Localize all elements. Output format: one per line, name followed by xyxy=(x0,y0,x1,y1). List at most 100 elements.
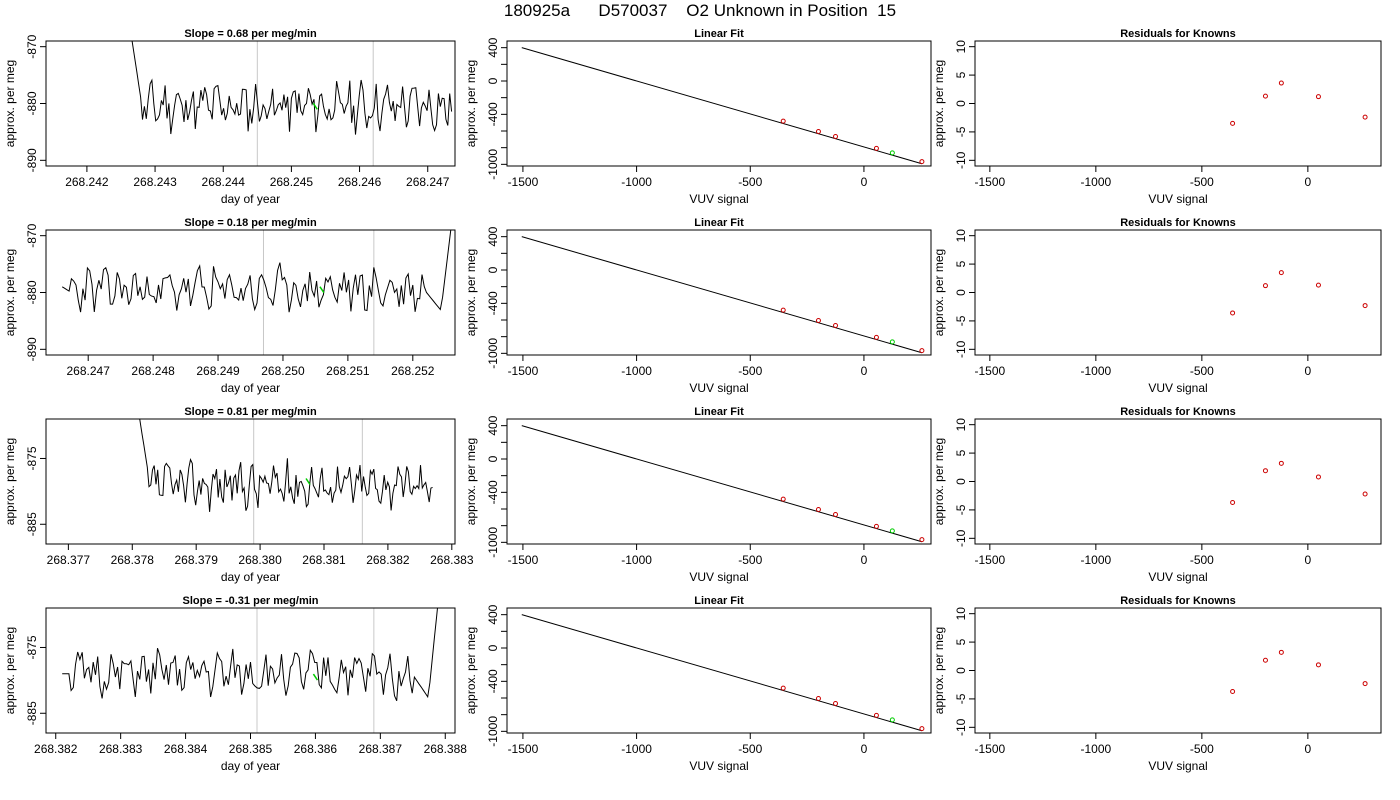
x-tick-label: -500 xyxy=(738,175,762,189)
y-axis-label: approx. per meg xyxy=(464,627,478,714)
x-tick-label: 268.379 xyxy=(174,553,218,567)
x-tick-label: 268.377 xyxy=(47,553,91,567)
series-line xyxy=(62,608,438,701)
plot-frame xyxy=(506,607,932,734)
x-tick-label: -1000 xyxy=(1080,742,1111,756)
y-tick-label: -890 xyxy=(25,337,39,361)
plot-frame xyxy=(974,229,1382,356)
x-tick-label: 0 xyxy=(1305,175,1312,189)
y-axis-label: approx. per meg xyxy=(932,627,946,714)
x-tick-label: 268.242 xyxy=(65,175,109,189)
y-tick-label: -870 xyxy=(25,34,39,58)
plot-frame xyxy=(974,418,1382,545)
page-title: 180925a D570037 O2 Unknown in Position 1… xyxy=(503,1,897,20)
x-tick-label: 0 xyxy=(861,364,868,378)
residual-point xyxy=(1362,491,1368,497)
panel-title: Residuals for Knowns xyxy=(1120,28,1236,40)
known-point xyxy=(780,307,786,313)
x-tick-label: 268.387 xyxy=(359,742,403,756)
x-tick-label: 268.386 xyxy=(294,742,338,756)
y-axis-label: approx. per meg xyxy=(464,60,478,147)
known-point xyxy=(815,129,821,134)
x-tick-label: 268.380 xyxy=(238,553,282,567)
panel-title: Linear Fit xyxy=(694,595,744,607)
panel-title: Linear Fit xyxy=(694,28,744,40)
y-tick-label: 0 xyxy=(486,77,500,84)
y-tick-label: -10 xyxy=(954,340,968,358)
x-axis-label: VUV signal xyxy=(689,192,748,206)
x-tick-label: 268.383 xyxy=(99,742,143,756)
y-tick-label: -400 xyxy=(486,480,500,504)
x-tick-label: -500 xyxy=(738,364,762,378)
x-tick-label: 0 xyxy=(1305,364,1312,378)
panel-fit-2: Linear Fit VUV signal approx. per meg -1500… xyxy=(464,217,932,395)
x-tick-label: 268.383 xyxy=(430,553,474,567)
y-tick-label: -880 xyxy=(25,91,39,115)
unknown-point xyxy=(889,528,895,534)
y-axis-label: approx. per meg xyxy=(3,60,17,147)
x-tick-label: -500 xyxy=(1190,175,1214,189)
y-tick-label: 10 xyxy=(954,607,968,621)
unknown-segment xyxy=(312,673,319,681)
panel-title: Residuals for Knowns xyxy=(1120,217,1236,229)
y-axis-label: approx. per meg xyxy=(464,438,478,525)
plot-frame xyxy=(45,607,456,734)
residual-point xyxy=(1362,303,1368,309)
x-tick-label: 0 xyxy=(861,742,868,756)
known-point xyxy=(780,118,786,124)
y-tick-label: 0 xyxy=(486,644,500,651)
panel-title: Linear Fit xyxy=(694,406,744,418)
y-tick-label: 0 xyxy=(486,455,500,462)
x-tick-label: -1500 xyxy=(974,175,1005,189)
x-axis-label: day of year xyxy=(221,759,280,773)
y-axis-label: approx. per meg xyxy=(932,60,946,147)
panel-drift-3: Slope = 0.81 per meg/min day of year appro… xyxy=(3,406,474,584)
y-tick-label: -5 xyxy=(954,504,968,515)
residual-point xyxy=(1315,662,1321,668)
x-tick-label: -1000 xyxy=(621,175,652,189)
x-tick-label: -1500 xyxy=(508,553,539,567)
x-tick-label: -1000 xyxy=(621,364,652,378)
x-tick-label: -500 xyxy=(1190,553,1214,567)
y-tick-label: 0 xyxy=(954,478,968,485)
x-axis-label: VUV signal xyxy=(1148,759,1207,773)
residual-point xyxy=(1230,310,1236,316)
y-tick-label: -885 xyxy=(25,701,39,725)
series-line xyxy=(139,419,433,512)
panel-drift-2: Slope = 0.18 per meg/min day of year appro… xyxy=(3,217,456,395)
residual-point xyxy=(1230,120,1236,126)
panel-fit-1: Linear Fit VUV signal approx. per meg -1500… xyxy=(464,28,932,206)
x-tick-label: -1500 xyxy=(974,742,1005,756)
x-tick-label: -1000 xyxy=(621,742,652,756)
panel-title: Slope = -0.31 per meg/min xyxy=(182,595,318,607)
known-point xyxy=(815,696,821,701)
x-tick-label: -500 xyxy=(1190,364,1214,378)
y-tick-label: -1000 xyxy=(486,338,500,369)
y-tick-label: -1000 xyxy=(486,716,500,747)
residual-point xyxy=(1278,270,1284,276)
residual-point xyxy=(1278,80,1284,86)
plot-frame xyxy=(506,40,932,167)
x-tick-label: -1500 xyxy=(508,364,539,378)
y-tick-label: -875 xyxy=(25,635,39,659)
unknown-segment xyxy=(312,102,318,110)
x-tick-label: 0 xyxy=(861,553,868,567)
x-tick-label: -1500 xyxy=(508,175,539,189)
x-tick-label: 268.251 xyxy=(326,364,370,378)
y-tick-label: -5 xyxy=(954,126,968,137)
panel-title: Slope = 0.18 per meg/min xyxy=(184,217,317,229)
x-axis-label: VUV signal xyxy=(1148,570,1207,584)
y-tick-label: 5 xyxy=(954,449,968,456)
y-tick-label: 400 xyxy=(486,37,500,57)
residual-point xyxy=(1278,649,1284,655)
fit-line xyxy=(521,425,923,543)
x-tick-label: 268.382 xyxy=(34,742,78,756)
residual-point xyxy=(1262,468,1268,474)
panel-drift-4: Slope = -0.31 per meg/min day of year appr… xyxy=(3,595,467,773)
plot-frame xyxy=(974,607,1382,734)
residual-point xyxy=(1262,93,1268,99)
y-tick-label: -10 xyxy=(954,151,968,169)
y-tick-label: 5 xyxy=(954,638,968,645)
residual-point xyxy=(1362,681,1368,687)
x-tick-label: 268.252 xyxy=(391,364,435,378)
